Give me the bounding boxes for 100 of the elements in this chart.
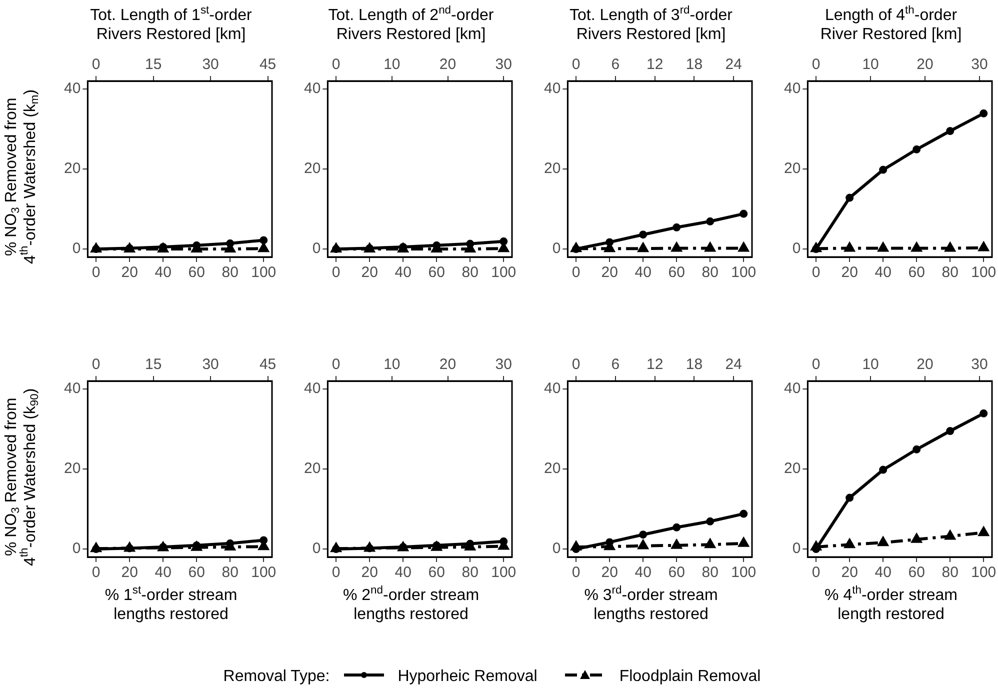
y-tick-label: 40: [64, 380, 81, 398]
x2-tick-label: 30: [202, 356, 219, 374]
x-tick-label: 60: [908, 564, 925, 582]
x-tick-label: 0: [572, 264, 580, 282]
x2-tick-label: 30: [971, 56, 988, 74]
x2-tick-label: 24: [725, 56, 742, 74]
x2-tick-label: 30: [495, 56, 512, 74]
y-tick-label: 0: [312, 240, 321, 258]
x2-tick-label: 6: [611, 56, 620, 74]
x-axis-title: % 1$^{st}$-order stream lengths restored: [104, 584, 238, 624]
x-tick-label: 40: [634, 264, 652, 282]
x2-axis-title: Tot. Length of 2$^{nd}$-order Rivers Restored [km]: [327, 4, 495, 44]
x-tick-label: 100: [971, 264, 996, 282]
x-tick-label: 100: [491, 264, 516, 282]
legend-title: Removal Type:: [223, 668, 330, 686]
x2-tick-label: 0: [812, 56, 820, 74]
y-tick-label: 0: [552, 240, 561, 258]
x-tick-label: 80: [222, 564, 238, 582]
x2-tick-label: 45: [259, 56, 276, 74]
x-tick-label: 60: [668, 564, 685, 582]
x-tick-label: 80: [702, 264, 718, 282]
x2-tick-label: 10: [862, 56, 879, 74]
x-tick-label: 20: [121, 264, 138, 282]
x-tick-label: 0: [332, 564, 340, 582]
x-tick-label: 80: [702, 564, 718, 582]
x2-tick-label: 0: [92, 56, 100, 74]
y-tick-label: 0: [72, 240, 81, 258]
y-tick-label: 20: [64, 160, 81, 178]
legend-label: Floodplain Removal: [619, 668, 761, 686]
x2-tick-label: 20: [439, 56, 456, 74]
x-tick-label: 20: [841, 264, 858, 282]
x-tick-label: 80: [942, 564, 958, 582]
x-tick-label: 80: [942, 264, 958, 282]
legend-label: Hyporheic Removal: [398, 668, 538, 686]
x-tick-label: 60: [188, 264, 205, 282]
x2-tick-label: 30: [495, 356, 512, 374]
x2-axis-title: Tot. Length of 3$^{rd}$-order Rivers Restored [km]: [568, 4, 734, 44]
y-tick-label: 0: [72, 540, 81, 558]
x2-tick-label: 15: [144, 356, 162, 374]
x-tick-label: 20: [601, 264, 618, 282]
x-tick-label: 100: [491, 564, 516, 582]
y-tick-label: 0: [792, 240, 801, 258]
x-tick-label: 40: [394, 264, 412, 282]
y-tick-label: 40: [544, 80, 561, 98]
x-tick-label: 40: [154, 564, 172, 582]
y-tick-label: 20: [544, 160, 561, 178]
x-tick-label: 40: [394, 564, 412, 582]
x-tick-label: 60: [668, 264, 685, 282]
y-tick-label: 0: [312, 540, 321, 558]
x-tick-label: 20: [361, 564, 378, 582]
x2-tick-label: 0: [812, 356, 820, 374]
x-tick-label: 100: [971, 564, 996, 582]
x-tick-label: 0: [332, 264, 340, 282]
x-tick-label: 60: [908, 264, 925, 282]
y-tick-label: 40: [784, 80, 801, 98]
x-tick-label: 100: [251, 264, 276, 282]
x-tick-label: 0: [812, 264, 820, 282]
y-tick-label: 40: [64, 80, 81, 98]
x2-tick-label: 0: [332, 356, 340, 374]
x-tick-label: 100: [731, 264, 756, 282]
x-tick-label: 100: [731, 564, 756, 582]
x-tick-label: 20: [361, 264, 378, 282]
y-tick-label: 20: [304, 460, 321, 478]
x-tick-label: 0: [572, 564, 580, 582]
x-tick-label: 60: [428, 264, 445, 282]
x2-tick-label: 0: [332, 56, 340, 74]
y-tick-label: 20: [784, 160, 801, 178]
x2-tick-label: 18: [686, 356, 703, 374]
x-axis-title: % 3$^{rd}$-order stream lengths restored: [583, 584, 719, 624]
x2-tick-label: 15: [144, 56, 162, 74]
x2-tick-label: 18: [686, 56, 703, 74]
y-tick-label: 20: [784, 460, 801, 478]
y-tick-label: 0: [792, 540, 801, 558]
x2-tick-label: 12: [646, 356, 664, 374]
x-tick-label: 60: [188, 564, 205, 582]
y-tick-label: 0: [552, 540, 561, 558]
x2-tick-label: 30: [971, 356, 988, 374]
x2-tick-label: 20: [439, 356, 456, 374]
x2-tick-label: 10: [862, 356, 879, 374]
x-tick-label: 40: [154, 264, 172, 282]
x-tick-label: 0: [92, 564, 100, 582]
y-tick-label: 20: [544, 460, 561, 478]
x-tick-label: 80: [222, 264, 238, 282]
x2-tick-label: 10: [384, 356, 400, 374]
y-tick-label: 40: [304, 380, 321, 398]
x2-tick-label: 10: [384, 56, 400, 74]
y-tick-label: 40: [304, 80, 321, 98]
x2-axis-title: Length of 4$^{th}$-order River Restored [km]: [819, 4, 963, 44]
x-tick-label: 40: [874, 264, 892, 282]
x2-tick-label: 30: [202, 56, 219, 74]
x-axis-title: % 2$^{nd}$-order stream lengths restored: [342, 584, 480, 624]
x2-tick-label: 45: [259, 356, 276, 374]
x-tick-label: 0: [92, 264, 100, 282]
x-tick-label: 0: [812, 564, 820, 582]
x-tick-label: 20: [121, 564, 138, 582]
x-tick-label: 60: [428, 564, 445, 582]
x2-tick-label: 0: [572, 56, 580, 74]
x2-tick-label: 24: [725, 356, 742, 374]
x2-tick-label: 0: [572, 356, 580, 374]
x2-tick-label: 20: [916, 356, 934, 374]
